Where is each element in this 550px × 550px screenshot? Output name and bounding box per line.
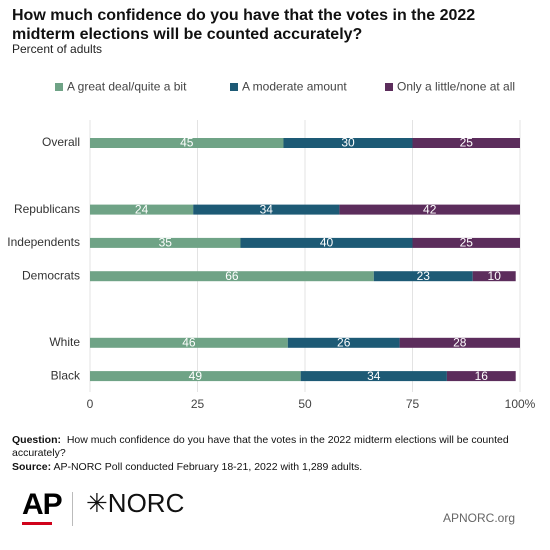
ap-logo: AP: [22, 488, 63, 521]
y-tick-label: White: [49, 335, 80, 349]
data-label: 25: [460, 136, 474, 150]
x-tick-label: 50: [298, 397, 312, 411]
ap-underline: [22, 522, 52, 525]
bar-segment: [399, 337, 520, 348]
legend-swatch: [55, 83, 63, 91]
x-tick-label: 0: [87, 397, 94, 411]
data-label: 34: [367, 369, 381, 383]
y-tick-label: Republicans: [14, 202, 80, 216]
bar-segment: [90, 371, 301, 382]
question-text: How much confidence do you have that the…: [12, 434, 509, 459]
data-label: 30: [341, 136, 355, 150]
data-label: 49: [189, 369, 203, 383]
bar-segment: [412, 237, 520, 248]
bar-segment: [300, 371, 447, 382]
bar-segment: [283, 138, 413, 148]
legend-label: Only a little/none at all: [397, 80, 515, 94]
bar-segment: [193, 204, 340, 215]
y-tick-label: Independents: [7, 235, 80, 249]
data-label: 42: [423, 202, 437, 216]
bar-segment: [373, 271, 473, 282]
source: Source: AP-NORC Poll conducted February …: [12, 461, 532, 473]
data-label: 28: [453, 335, 467, 349]
data-label: 25: [460, 236, 474, 250]
bar-segment: [90, 138, 284, 148]
data-label: 66: [225, 269, 239, 283]
y-tick-label: Democrats: [22, 268, 80, 282]
x-tick-label: 25: [191, 397, 205, 411]
legend-label: A great deal/quite a bit: [67, 80, 187, 94]
bar-segment: [90, 271, 374, 282]
x-tick-label: 75: [406, 397, 420, 411]
data-label: 34: [260, 202, 274, 216]
bar-segment: [472, 271, 516, 282]
bar-segment: [90, 237, 241, 248]
chart-title: How much confidence do you have that the…: [12, 7, 476, 43]
legend-swatch: [385, 83, 393, 91]
bar-segment: [412, 138, 520, 148]
data-label: 40: [320, 236, 334, 250]
bar-segment: [90, 204, 194, 215]
question-label: Question:: [12, 434, 61, 446]
data-label: 26: [337, 335, 351, 349]
data-label: 16: [475, 369, 489, 383]
norc-text: NORC: [107, 488, 185, 518]
question: Question: How much confidence do you hav…: [12, 434, 532, 460]
bar-segment: [339, 204, 520, 215]
data-label: 10: [488, 269, 502, 283]
y-tick-label: Black: [51, 368, 81, 382]
data-label: 35: [159, 236, 173, 250]
bar-segment: [446, 371, 516, 382]
y-tick-label: Overall: [42, 135, 80, 149]
bar-segment: [90, 337, 288, 348]
x-tick-label: 100%: [505, 397, 536, 411]
norc-star: ✳: [86, 488, 108, 518]
data-label: 24: [135, 202, 149, 216]
divider: [72, 492, 73, 526]
norc-logo: ✳NORC: [86, 488, 184, 519]
bar-segment: [287, 337, 400, 348]
source-text: AP-NORC Poll conducted February 18-21, 2…: [53, 461, 363, 473]
data-label: 46: [182, 335, 196, 349]
subtitle: Percent of adults: [12, 42, 103, 56]
legend-swatch: [230, 83, 238, 91]
data-label: 23: [417, 269, 431, 283]
data-label: 45: [180, 136, 194, 150]
legend-label: A moderate amount: [242, 80, 347, 94]
chart: 0 25 50 75 100% A great deal/quite a bit A mod…: [7, 80, 536, 412]
bar-segment: [240, 237, 413, 248]
url: APNORC.org: [443, 511, 516, 525]
source-label: Source:: [12, 461, 52, 473]
